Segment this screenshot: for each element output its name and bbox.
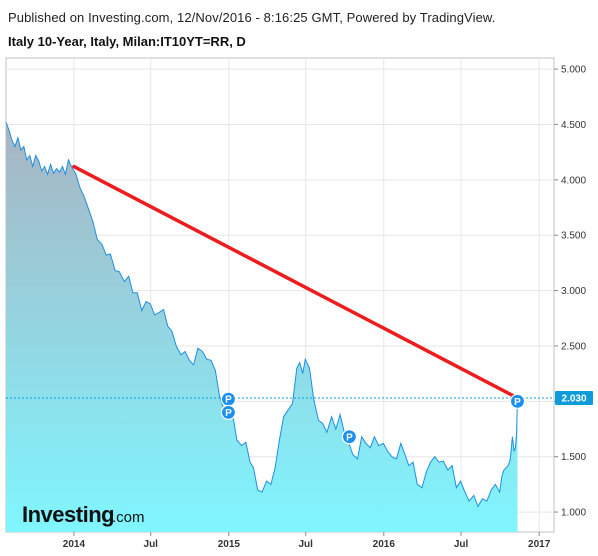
event-marker-label: P	[225, 408, 232, 419]
x-tick-label: 2017	[528, 539, 551, 550]
event-marker[interactable]: P	[341, 429, 358, 445]
series-line	[5, 122, 518, 508]
event-marker[interactable]: P	[220, 391, 237, 407]
y-tick-label: 1.000	[561, 508, 586, 519]
logo-brand: Investing	[22, 502, 114, 527]
investing-logo: Investing .com	[22, 502, 145, 527]
x-axis: 2014 Jul 2015 Jul 2016 Jul 2017	[63, 532, 551, 550]
x-tick-label: 2016	[373, 539, 396, 550]
x-tick-label: Jul	[144, 539, 159, 550]
last-value-badge: 2.030	[555, 390, 593, 405]
x-tick-label: 2015	[218, 539, 241, 550]
y-tick-label: 4.500	[561, 120, 586, 131]
x-tick-label: Jul	[454, 539, 469, 550]
event-marker-circle	[509, 393, 526, 409]
x-tick-label: Jul	[298, 539, 313, 550]
chart-title: Italy 10-Year, Italy, Milan:IT10YT=RR, D	[8, 34, 246, 49]
y-tick-label: 5.000	[561, 65, 586, 76]
logo-suffix: .com	[112, 509, 145, 526]
event-marker[interactable]: P	[509, 393, 526, 409]
y-axis: 1.0001.5002.0002.5003.0003.5004.0004.500…	[554, 65, 586, 519]
last-value-badge-bg	[555, 390, 593, 405]
y-tick-label: 4.000	[561, 175, 586, 186]
x-tick-label: 2014	[63, 539, 86, 550]
published-info: Published on Investing.com, 12/Nov/2016 …	[8, 10, 496, 25]
y-tick-label: 3.000	[561, 286, 586, 297]
event-marker-label: P	[346, 432, 353, 443]
event-marker-label: P	[225, 395, 232, 406]
y-tick-label: 3.500	[561, 231, 586, 242]
event-marker-circle	[341, 429, 358, 445]
area-fill	[6, 122, 518, 532]
y-tick-label: 1.500	[561, 452, 586, 463]
trendline	[72, 164, 520, 400]
last-value-label: 2.030	[561, 393, 586, 404]
y-tick-label: 2.500	[561, 341, 586, 352]
event-marker-circle	[220, 404, 237, 420]
event-marker[interactable]: P	[220, 404, 237, 420]
event-marker-label: P	[514, 397, 521, 408]
